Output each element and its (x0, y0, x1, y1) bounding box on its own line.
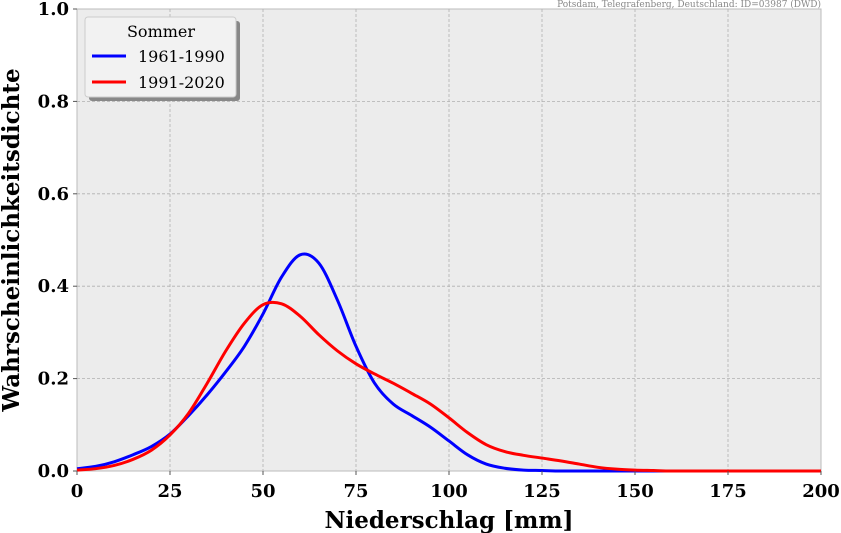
legend-label-1991-2020: 1991-2020 (138, 73, 225, 92)
x-tick-label: 25 (157, 481, 182, 502)
y-tick-label: 0.2 (38, 369, 69, 390)
series-line-1991-2020 (76, 300, 821, 473)
x-tick-label: 200 (802, 481, 840, 502)
x-tick-label: 50 (250, 481, 275, 502)
y-axis-label: Wahrscheinlichkeitsdichte (0, 68, 25, 412)
y-tick-label: 0.4 (38, 276, 69, 297)
grid (77, 9, 821, 471)
x-axis-label: Niederschlag [mm] (324, 507, 573, 533)
y-tick-label: 0.0 (38, 461, 69, 482)
y-tick-label: 1.0 (38, 0, 69, 20)
source-note: Potsdam, Telegrafenberg, Deutschland: ID… (557, 0, 821, 10)
legend-label-1961-1990: 1961-1990 (138, 47, 225, 66)
y-tick-label: 0.6 (38, 184, 69, 205)
x-ticks: 0 25 50 75 100 125 150 175 200 (71, 471, 840, 502)
legend-title: Sommer (127, 22, 195, 41)
legend: Sommer 1961-1990 1991-2020 (84, 16, 240, 101)
x-tick-label: 150 (616, 481, 654, 502)
x-tick-label: 0 (71, 481, 84, 502)
x-tick-label: 75 (343, 481, 368, 502)
y-ticks: 0.0 0.2 0.4 0.6 0.8 1.0 (38, 0, 77, 482)
y-tick-label: 0.8 (38, 91, 69, 112)
x-tick-label: 100 (430, 481, 468, 502)
x-tick-label: 175 (709, 481, 747, 502)
x-tick-label: 125 (523, 481, 561, 502)
